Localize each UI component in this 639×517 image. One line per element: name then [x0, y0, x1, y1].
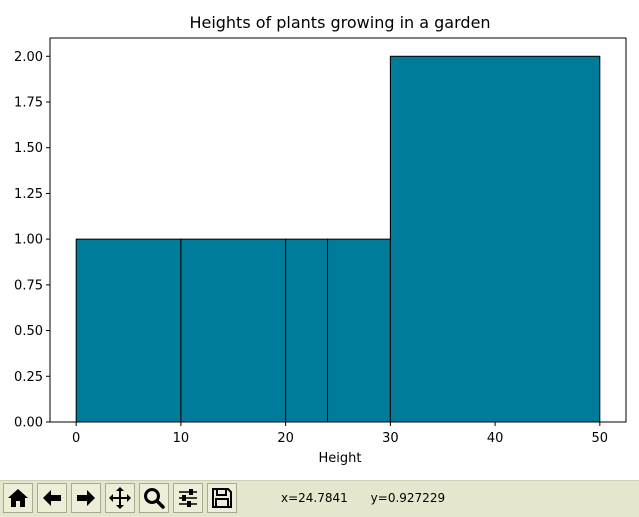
x-axis: 0 10 20 30 40 50 — [72, 422, 608, 446]
home-button[interactable] — [3, 483, 33, 513]
save-button[interactable] — [207, 483, 237, 513]
x-tick-label: 0 — [72, 431, 80, 446]
x-axis-label: Height — [319, 451, 362, 466]
pan-button[interactable] — [105, 483, 135, 513]
figure: Heights of plants growing in a garden 0.… — [14, 13, 627, 466]
x-tick-label: 40 — [487, 431, 504, 446]
zoom-button[interactable] — [139, 483, 169, 513]
arrow-left-icon — [43, 490, 61, 506]
histogram-bar — [389, 55, 601, 423]
x-tick-label: 20 — [277, 431, 294, 446]
y-tick-label: 1.75 — [14, 96, 43, 111]
cursor-coordinates: x=24.7841 y=0.927229 — [281, 491, 445, 505]
y-tick-label: 1.50 — [14, 141, 43, 156]
x-tick-label: 50 — [592, 431, 609, 446]
navigation-toolbar — [0, 480, 639, 517]
y-tick-label: 0.00 — [14, 416, 43, 431]
histogram-chart: Heights of plants growing in a garden 0.… — [14, 13, 627, 466]
y-tick-label: 1.00 — [14, 233, 43, 248]
floppy-icon — [212, 488, 232, 508]
back-button[interactable] — [37, 483, 67, 513]
y-tick-label: 0.25 — [14, 370, 43, 385]
move-icon — [109, 487, 131, 509]
forward-button[interactable] — [71, 483, 101, 513]
bars-group — [75, 55, 601, 423]
histogram-bar — [75, 238, 182, 423]
magnifier-icon — [144, 488, 165, 509]
home-icon — [8, 489, 28, 507]
y-tick-label: 1.25 — [14, 187, 43, 202]
y-tick-label: 0.50 — [14, 324, 43, 339]
x-tick-label: 30 — [382, 431, 399, 446]
y-axis: 0.00 0.25 0.50 0.75 1.00 1.25 1.50 1.75 2.00 — [14, 50, 50, 431]
x-coordinate-readout: x=24.7841 — [281, 491, 348, 505]
plot-frame — [49, 37, 627, 423]
y-tick-label: 2.00 — [14, 50, 43, 65]
x-tick-label: 10 — [173, 431, 190, 446]
histogram-bar — [327, 238, 391, 423]
y-tick-label: 0.75 — [14, 278, 43, 293]
sliders-icon — [179, 489, 197, 507]
y-coordinate-readout: y=0.927229 — [370, 491, 446, 505]
arrow-right-icon — [77, 490, 95, 506]
configure-subplots-button[interactable] — [173, 483, 203, 513]
histogram-bar — [180, 238, 287, 423]
chart-title: Heights of plants growing in a garden — [189, 13, 490, 32]
histogram-bar — [285, 238, 329, 423]
